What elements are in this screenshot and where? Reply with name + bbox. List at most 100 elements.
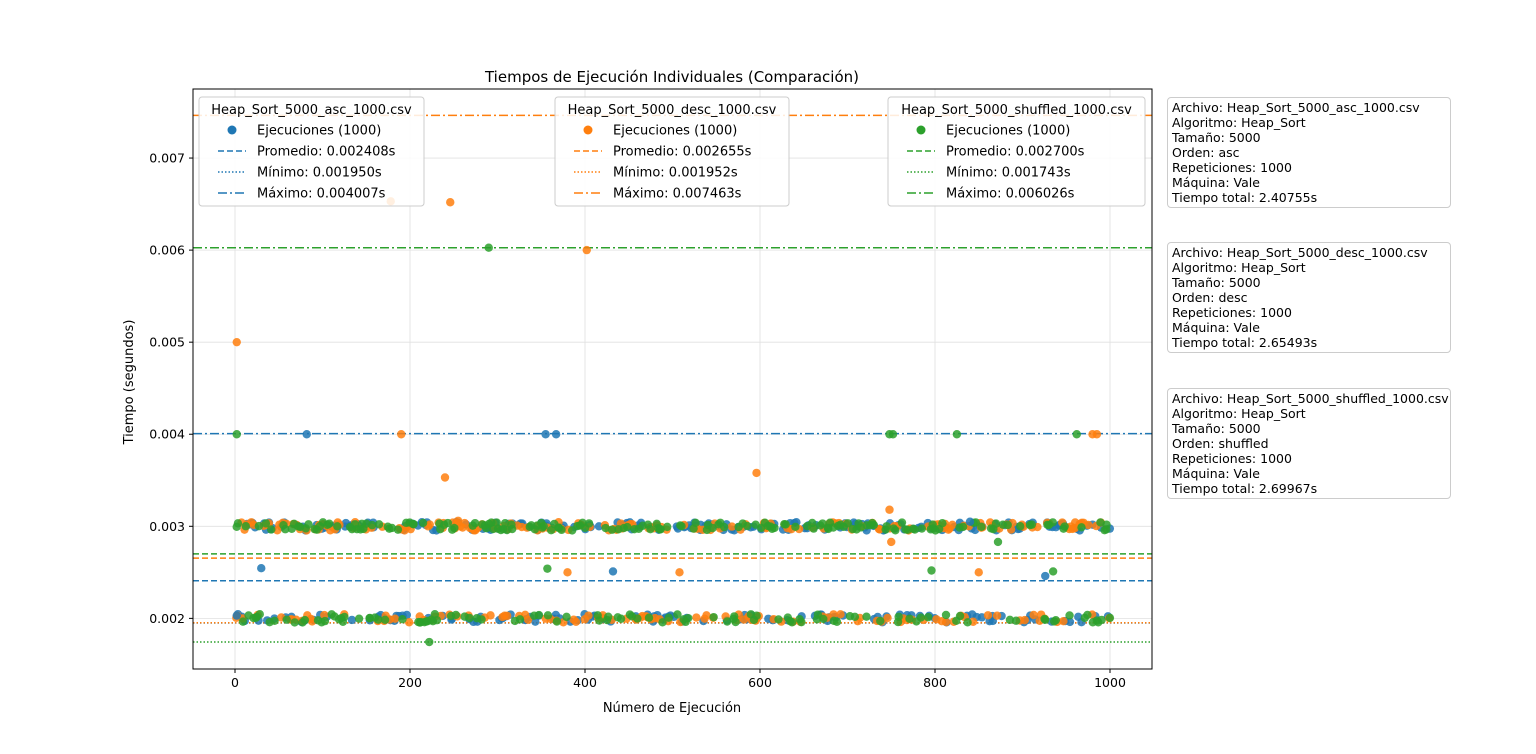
data-point [233, 519, 243, 528]
legend-label: Promedio: 0.002655s [613, 145, 752, 160]
data-point [993, 537, 1003, 547]
data-point [876, 616, 885, 626]
info-line: Repeticiones: 1000 [1172, 305, 1292, 320]
data-point [1072, 430, 1081, 439]
chart-title: Tiempos de Ejecución Individuales (Compa… [484, 68, 859, 86]
data-point [425, 637, 434, 647]
data-point [917, 524, 927, 533]
data-point [232, 430, 241, 439]
data-point [607, 525, 617, 534]
data-point [941, 617, 951, 627]
data-point [675, 568, 684, 577]
data-point [539, 521, 548, 531]
data-point [453, 516, 463, 525]
data-point [829, 610, 838, 619]
data-point [644, 613, 654, 622]
data-point [409, 519, 418, 529]
data-point [791, 522, 800, 532]
y-tick-label: 0.006 [149, 243, 185, 258]
data-point [255, 610, 264, 619]
legend-frame [887, 96, 1146, 207]
data-point [910, 525, 920, 534]
info-line: Tamaño: 5000 [1172, 275, 1261, 290]
plot-frame [192, 88, 1153, 670]
data-point [404, 618, 414, 627]
data-point [658, 618, 667, 627]
data-point [774, 615, 783, 624]
data-point [374, 520, 384, 529]
data-point [257, 563, 266, 573]
data-point [623, 522, 632, 532]
data-point [965, 517, 975, 526]
x-tick-label: 1000 [1094, 675, 1126, 690]
data-point [1105, 613, 1115, 623]
data-point [470, 518, 480, 528]
data-point [891, 526, 900, 535]
data-point [673, 610, 682, 619]
data-point [843, 519, 853, 528]
info-line: Algoritmo: Heap_Sort [1172, 406, 1306, 421]
data-point [604, 612, 613, 621]
data-point [582, 245, 591, 255]
data-point [562, 612, 571, 622]
legend-label: Ejecuciones (1000) [257, 124, 381, 139]
legend-frame [198, 96, 425, 207]
data-point [325, 519, 334, 528]
legend-marker [583, 125, 593, 135]
data-point [888, 430, 898, 439]
data-point [862, 612, 871, 621]
data-point [664, 613, 673, 622]
data-point [702, 611, 711, 620]
legend-1: Heap_Sort_5000_desc_1000.csv Ejecuciones … [554, 96, 790, 207]
data-point [563, 568, 572, 577]
x-tick-label: 400 [573, 675, 597, 690]
data-point [1048, 567, 1058, 576]
data-point [1003, 520, 1012, 530]
legend-label: Mínimo: 0.001950s [257, 166, 382, 181]
info-line: Máquina: Vale [1172, 175, 1260, 190]
y-tick-label: 0.004 [149, 427, 185, 442]
data-point [963, 618, 972, 627]
data-point [983, 611, 993, 620]
y-tick-label: 0.002 [149, 611, 185, 626]
data-point [440, 473, 450, 482]
data-point [684, 613, 693, 623]
data-point [484, 243, 493, 252]
data-point [418, 518, 428, 528]
legend-label: Promedio: 0.002700s [946, 145, 1085, 160]
data-point [320, 616, 330, 626]
legend-title: Heap_Sort_5000_asc_1000.csv [211, 103, 412, 118]
legend-label: Máximo: 0.006026s [946, 187, 1075, 202]
info-line: Orden: asc [1172, 145, 1240, 160]
data-point [663, 522, 672, 532]
data-point [692, 613, 701, 622]
info-line: Algoritmo: Heap_Sort [1172, 260, 1306, 275]
data-point [390, 614, 400, 623]
data-point [551, 430, 561, 439]
data-point [1065, 611, 1074, 620]
data-point [232, 337, 241, 347]
data-point [515, 615, 525, 624]
legend-title: Heap_Sort_5000_desc_1000.csv [568, 103, 777, 118]
data-point [923, 613, 933, 622]
x-tick-label: 200 [398, 675, 422, 690]
data-point [709, 612, 718, 622]
data-point [380, 615, 390, 625]
legend-label: Mínimo: 0.001743s [946, 166, 1071, 181]
data-point [883, 613, 892, 623]
legend-frame [554, 96, 790, 207]
data-point [254, 521, 264, 531]
data-point [557, 525, 566, 535]
data-point [955, 611, 965, 621]
data-point [584, 611, 593, 620]
legend-label: Mínimo: 0.001952s [613, 166, 738, 181]
data-point [1060, 522, 1069, 531]
data-point [1011, 616, 1021, 625]
data-point [347, 615, 357, 625]
data-point [477, 615, 486, 624]
data-point [302, 430, 311, 439]
info-line: Tamaño: 5000 [1172, 130, 1261, 145]
data-point [393, 525, 403, 534]
data-point [743, 521, 752, 531]
